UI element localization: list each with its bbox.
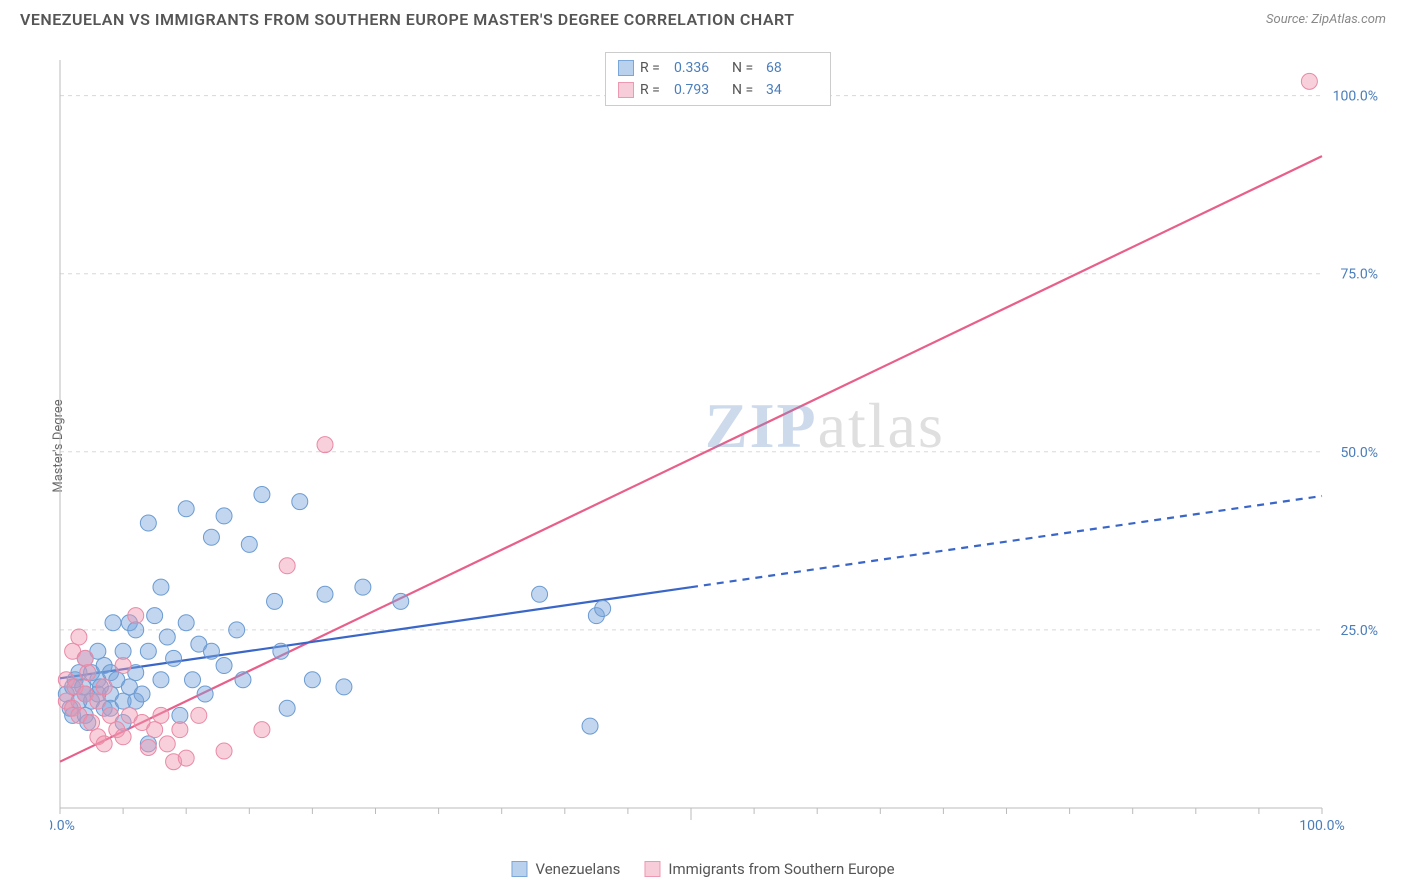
svg-text:100.0%: 100.0% — [1333, 89, 1378, 105]
svg-text:50.0%: 50.0% — [1340, 445, 1378, 461]
legend-label-0: Venezuelans — [535, 860, 620, 878]
svg-text:100.0%: 100.0% — [1299, 818, 1344, 834]
svg-text:25.0%: 25.0% — [1340, 623, 1378, 639]
stats-legend-row: R = 0.793 N = 34 — [618, 79, 818, 101]
N-label: N = — [732, 57, 760, 79]
R-value-0: 0.336 — [674, 57, 726, 79]
svg-text:0.0%: 0.0% — [50, 818, 75, 834]
chart-svg: 25.0% 50.0% 75.0% 100.0% 0.0% 100.0% — [50, 48, 1386, 836]
R-label: R = — [640, 57, 668, 79]
legend-item: Immigrants from Southern Europe — [644, 860, 894, 878]
N-value-1: 34 — [766, 79, 818, 101]
series-swatch-0 — [511, 861, 527, 877]
legend-item: Venezuelans — [511, 860, 620, 878]
N-value-0: 68 — [766, 57, 818, 79]
R-label: R = — [640, 79, 668, 101]
legend-label-1: Immigrants from Southern Europe — [668, 860, 894, 878]
svg-text:75.0%: 75.0% — [1340, 267, 1378, 283]
N-label: N = — [732, 79, 760, 101]
series-swatch-1 — [618, 82, 634, 98]
R-value-1: 0.793 — [674, 79, 726, 101]
stats-legend-row: R = 0.336 N = 68 — [618, 57, 818, 79]
plot-area: 25.0%50.0%75.0%100.0%0.0%100.0% ZIPatlas… — [50, 48, 1386, 836]
series-swatch-1 — [644, 861, 660, 877]
stats-legend: R = 0.336 N = 68 R = 0.793 N = 34 — [605, 52, 831, 106]
bottom-legend: Venezuelans Immigrants from Southern Eur… — [511, 860, 894, 878]
series-swatch-0 — [618, 60, 634, 76]
chart-title: VENEZUELAN VS IMMIGRANTS FROM SOUTHERN E… — [20, 10, 795, 29]
chart-source: Source: ZipAtlas.com — [1266, 12, 1386, 27]
